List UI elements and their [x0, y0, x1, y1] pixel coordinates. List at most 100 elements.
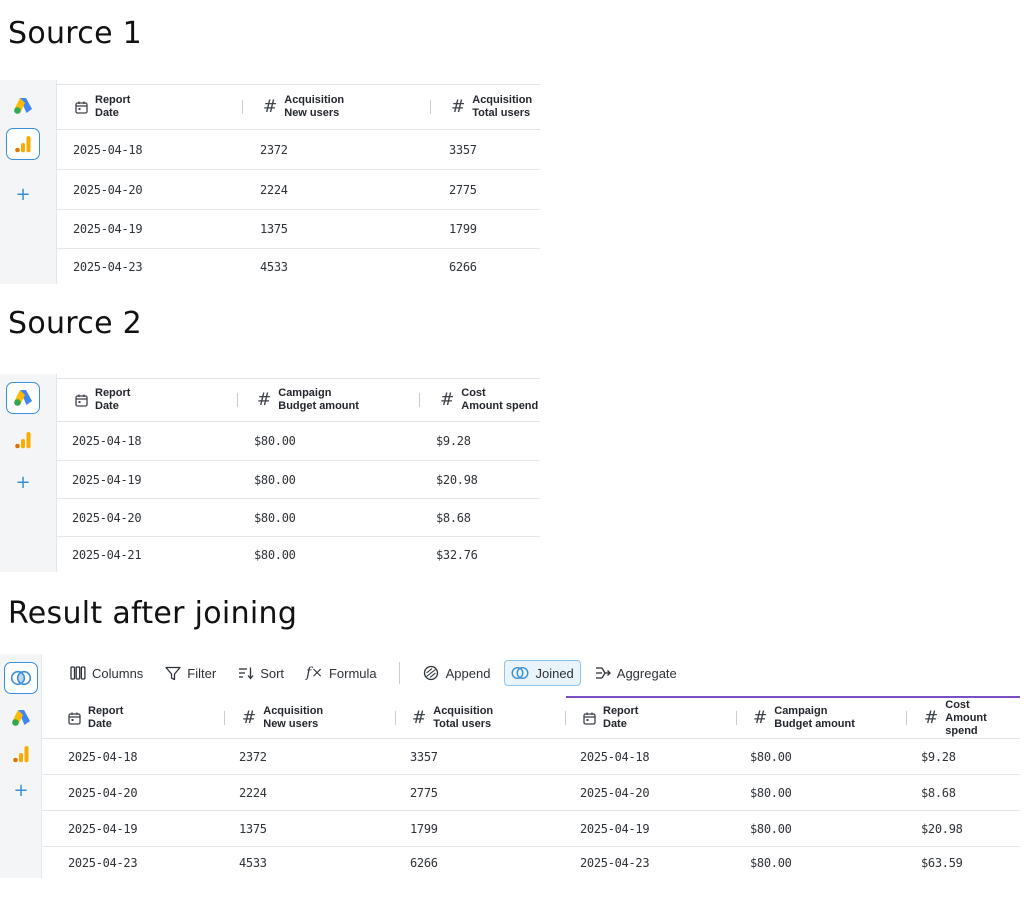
header-line-2: Total users — [433, 718, 492, 730]
cell: 2025-04-20 — [68, 785, 138, 800]
sort-icon — [238, 666, 254, 680]
source-1-panel: + Report Date # Acquisition New users # Ac… — [0, 80, 540, 284]
hash-icon: # — [412, 708, 427, 728]
google-analytics-source-button[interactable] — [6, 424, 40, 456]
result-source-rail-wrap: + — [0, 654, 42, 878]
header-line-2: Date — [603, 718, 627, 730]
google-analytics-source-button[interactable] — [4, 738, 38, 770]
header-line-1: Cost — [461, 387, 486, 399]
header-line-2: Date — [95, 400, 119, 412]
table-row[interactable]: 2025-04-19 1375 1799 2025-04-19 $80.00 $… — [42, 811, 1020, 847]
table-row[interactable]: 2025-04-19 $80.00 $20.98 — [57, 461, 540, 499]
columns-label: Columns — [92, 665, 144, 681]
table-row[interactable]: 2025-04-20 $80.00 $8.68 — [57, 499, 540, 537]
joined-source-button[interactable] — [4, 662, 38, 694]
aggregate-icon — [595, 666, 611, 680]
sort-button[interactable]: Sort — [238, 661, 284, 685]
cell: 1799 — [449, 222, 477, 236]
cell: 2025-04-18 — [580, 749, 650, 764]
cell: $80.00 — [750, 855, 792, 870]
header-line-1: Report — [95, 94, 131, 106]
add-source-button[interactable]: + — [4, 774, 38, 806]
table-row[interactable]: 2025-04-20 2224 2775 2025-04-20 $80.00 $… — [42, 775, 1020, 811]
cell: 2372 — [239, 749, 267, 764]
add-icon: + — [13, 779, 29, 801]
cell: 2025-04-21 — [72, 548, 142, 562]
append-button[interactable]: Append — [422, 661, 491, 685]
joined-icon — [511, 666, 529, 680]
column-separator[interactable] — [565, 711, 566, 725]
column-header-report-date[interactable]: Report Date — [75, 379, 130, 421]
column-header-acquisition-total-users[interactable]: # Acquisition Total users — [412, 698, 493, 738]
column-separator[interactable] — [906, 711, 907, 725]
header-line-1: Cost — [945, 698, 970, 711]
filter-icon — [165, 666, 181, 681]
add-source-button[interactable]: + — [6, 178, 40, 210]
cell: 2025-04-20 — [580, 785, 650, 800]
column-header-campaign-budget-amount[interactable]: # Campaign Budget amount — [753, 698, 855, 738]
add-source-button[interactable]: + — [6, 466, 40, 498]
column-header-acquisition-new-users[interactable]: # Acquisition New users — [263, 85, 344, 129]
table-row[interactable]: 2025-04-20 2224 2775 — [57, 170, 540, 210]
result-toolbar: Columns Filter Sort 𝑓× Formula Append Jo… — [70, 660, 699, 686]
column-header-report-date[interactable]: Report Date — [68, 698, 123, 738]
table-row[interactable]: 2025-04-18 2372 3357 2025-04-18 $80.00 $… — [42, 739, 1020, 775]
column-separator[interactable] — [242, 100, 243, 114]
columns-button[interactable]: Columns — [70, 661, 143, 685]
header-line-2: Amount spend — [461, 400, 539, 412]
hash-icon: # — [440, 390, 455, 410]
joined-columns-indicator — [566, 696, 1020, 698]
filter-button[interactable]: Filter — [165, 661, 216, 685]
sort-label: Sort — [260, 665, 285, 681]
cell: 2224 — [239, 785, 267, 800]
cell: $80.00 — [254, 510, 296, 525]
filter-label: Filter — [187, 665, 217, 681]
aggregate-button[interactable]: Aggregate — [595, 661, 677, 685]
column-separator[interactable] — [736, 711, 737, 725]
column-header-acquisition-new-users[interactable]: # Acquisition New users — [242, 698, 323, 738]
cell: 2025-04-19 — [580, 821, 650, 836]
table-row[interactable]: 2025-04-21 $80.00 $32.76 — [57, 537, 540, 573]
column-separator[interactable] — [419, 393, 420, 407]
google-ads-icon — [14, 98, 32, 114]
cell: $80.00 — [254, 548, 296, 562]
column-header-cost-amount-spend[interactable]: # Cost Amount spend — [924, 698, 1020, 738]
joined-button[interactable]: Joined — [504, 660, 581, 686]
google-ads-source-button[interactable] — [6, 382, 40, 414]
cell: 2025-04-18 — [72, 434, 142, 448]
column-separator[interactable] — [224, 711, 225, 725]
column-separator[interactable] — [395, 711, 396, 725]
column-header-report-date-2[interactable]: Report Date — [583, 698, 638, 738]
table-row[interactable]: 2025-04-18 $80.00 $9.28 — [57, 422, 540, 461]
cell: 4533 — [239, 855, 267, 870]
column-header-cost-amount-spend[interactable]: # Cost Amount spend — [440, 379, 538, 421]
column-header-acquisition-total-users[interactable]: # Acquisition Total users — [451, 85, 532, 129]
cell: $20.98 — [436, 472, 478, 487]
column-separator[interactable] — [237, 393, 238, 407]
result-table: Report Date # Acquisition New users # Acqu… — [42, 698, 1020, 878]
cell: 2025-04-18 — [68, 749, 138, 764]
section-title-source-2: Source 2 — [8, 306, 143, 341]
google-analytics-source-button[interactable] — [6, 128, 40, 160]
header-line-1: Acquisition — [263, 705, 324, 717]
column-separator[interactable] — [430, 100, 431, 114]
formula-icon: 𝑓× — [306, 665, 323, 681]
cell: $63.59 — [921, 855, 963, 870]
cell: $32.76 — [436, 548, 478, 562]
cell: 2775 — [410, 785, 438, 800]
google-ads-source-button[interactable] — [6, 90, 40, 122]
google-ads-source-button[interactable] — [4, 702, 38, 734]
hash-icon: # — [263, 97, 278, 117]
formula-button[interactable]: 𝑓× Formula — [306, 661, 377, 685]
source-2-table: Report Date # Campaign Budget amount # Cos… — [57, 378, 540, 573]
append-label: Append — [445, 665, 491, 681]
table-row[interactable]: 2025-04-23 4533 6266 2025-04-23 $80.00 $… — [42, 847, 1020, 878]
table-row[interactable]: 2025-04-18 2372 3357 — [57, 130, 540, 170]
column-header-report-date[interactable]: Report Date — [75, 85, 130, 129]
add-icon: + — [15, 183, 31, 205]
table-row[interactable]: 2025-04-19 1375 1799 — [57, 210, 540, 249]
google-ads-icon — [12, 710, 30, 726]
column-header-campaign-budget-amount[interactable]: # Campaign Budget amount — [257, 379, 359, 421]
header-line-1: Acquisition — [472, 94, 533, 106]
table-row[interactable]: 2025-04-23 4533 6266 — [57, 249, 540, 285]
